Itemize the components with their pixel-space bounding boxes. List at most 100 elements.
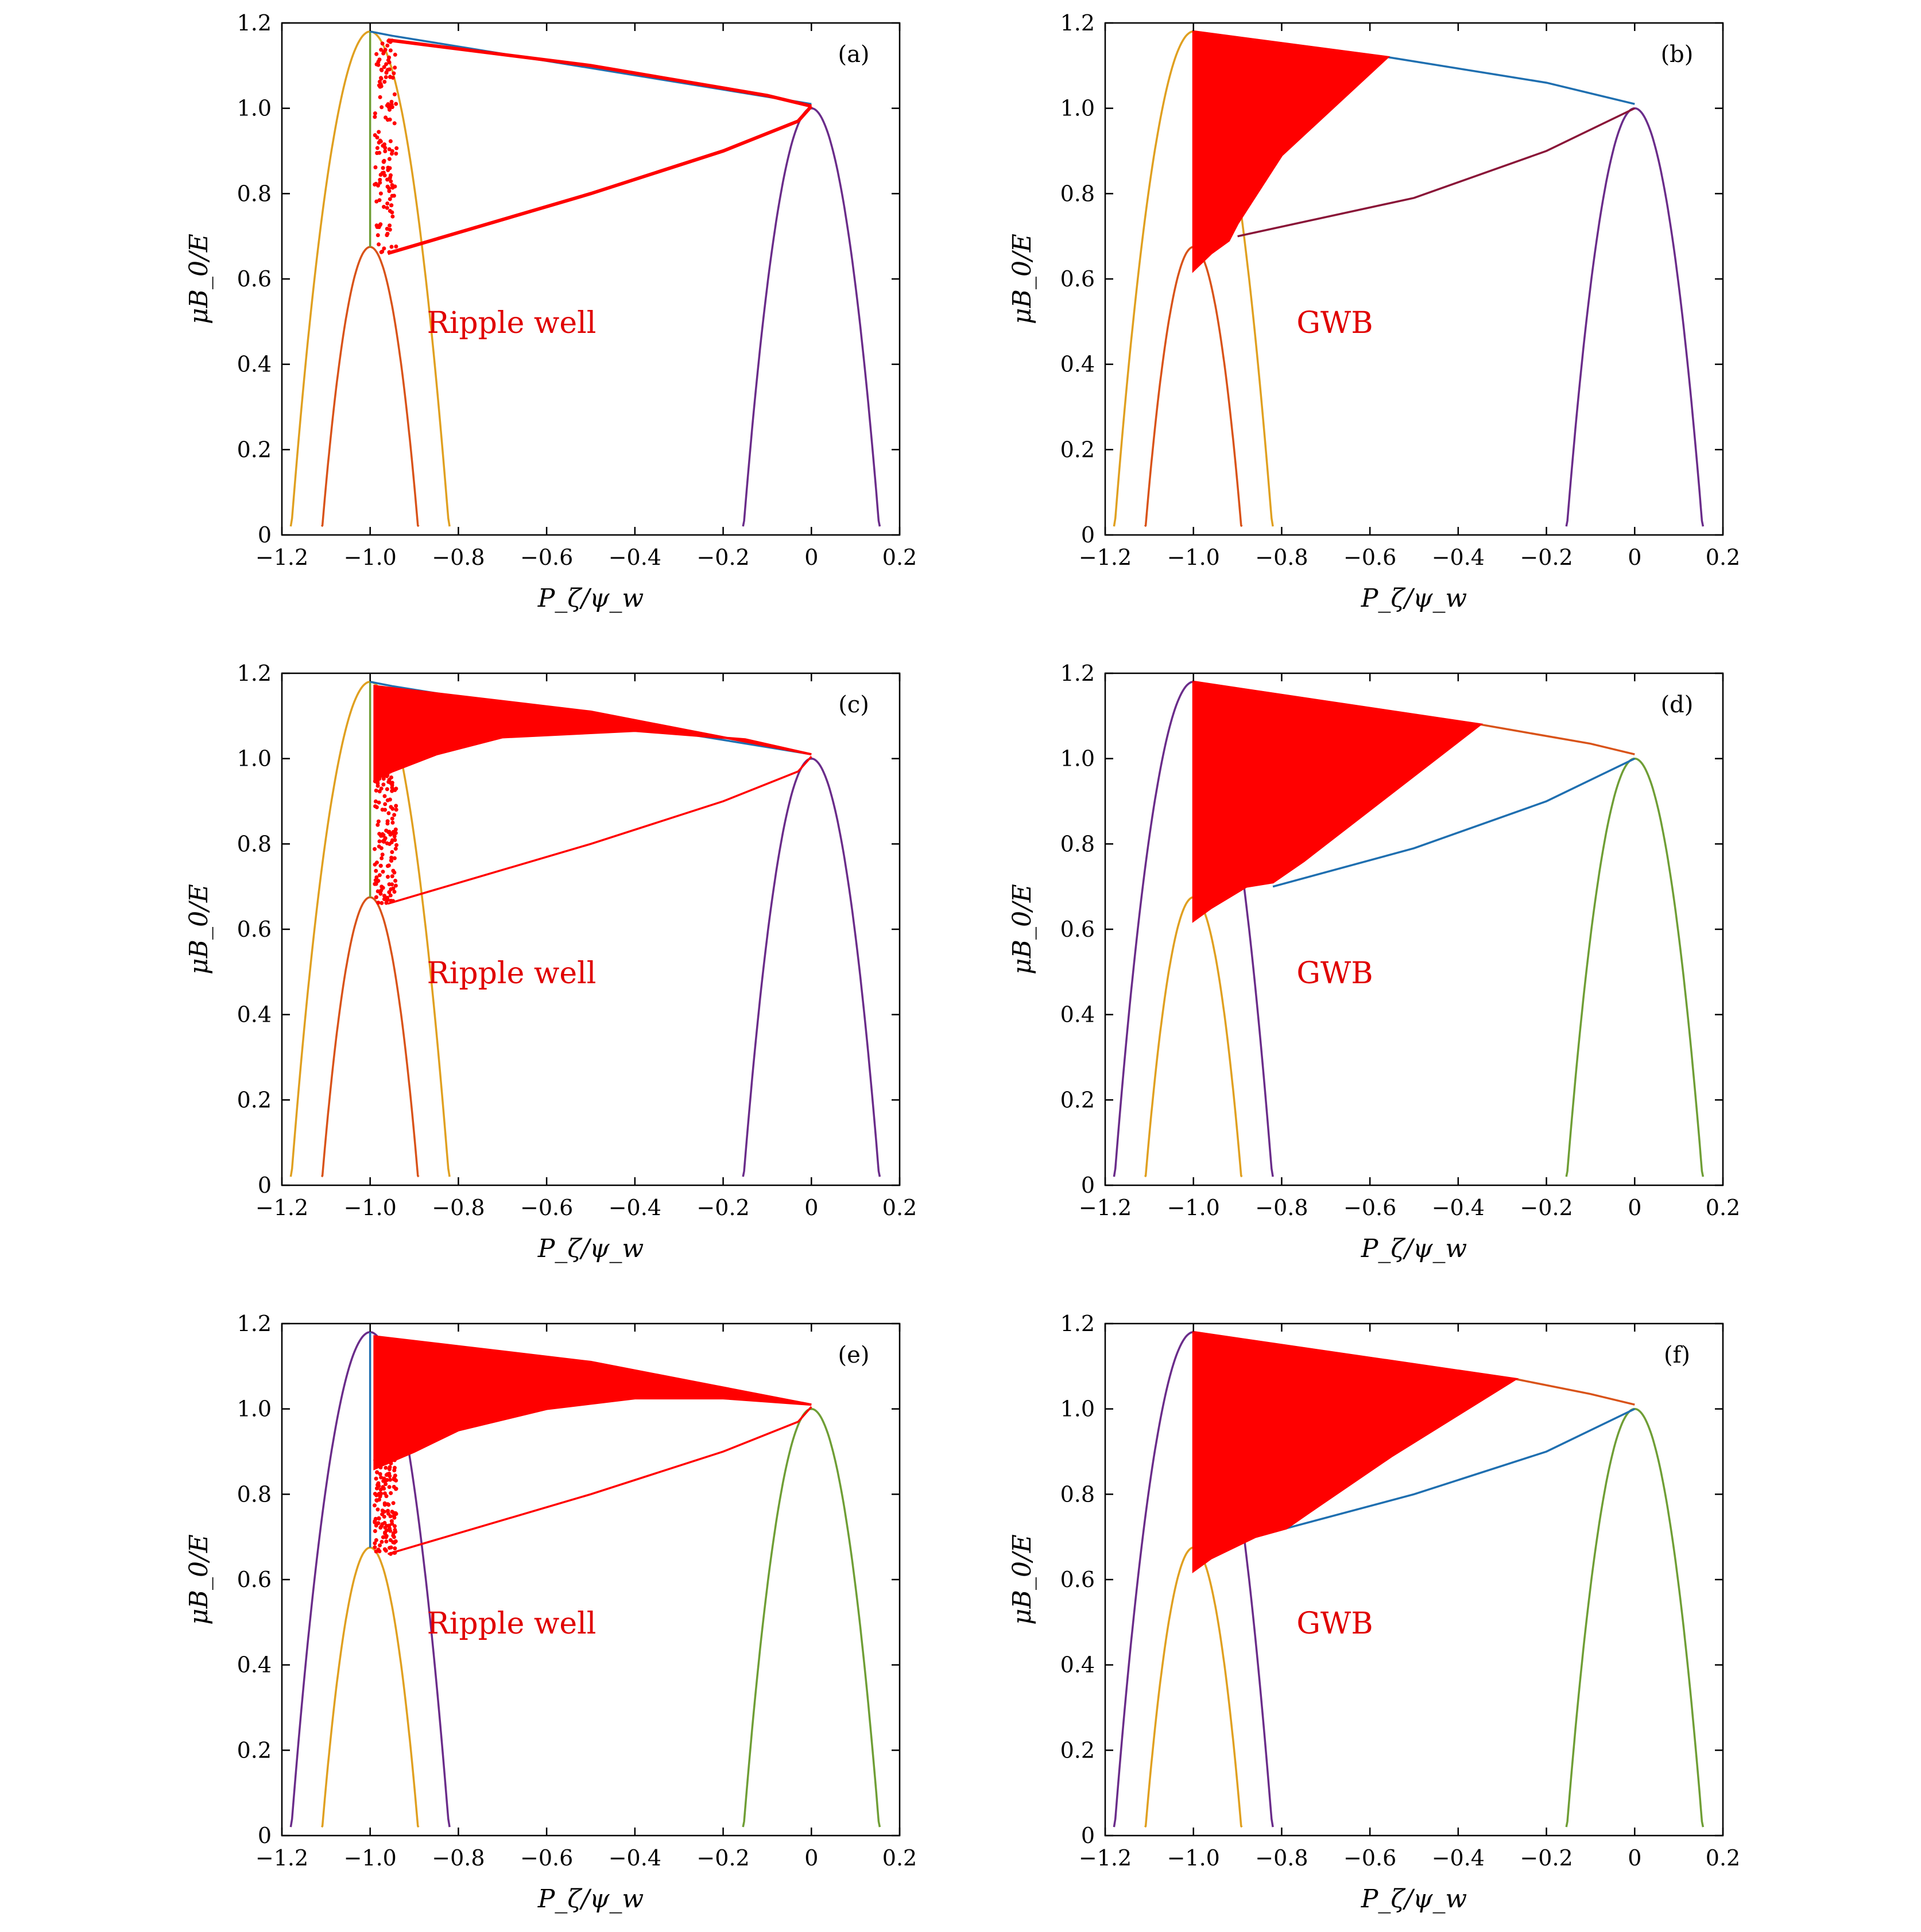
plot-area xyxy=(289,1331,881,1828)
scatter-point xyxy=(376,901,381,905)
scatter-point xyxy=(386,759,391,763)
scatter-point xyxy=(388,767,392,771)
scatter-point xyxy=(388,1526,392,1531)
scatter-point xyxy=(385,1502,390,1507)
scatter-point xyxy=(394,245,398,249)
scatter-point xyxy=(385,233,389,238)
x-tick-label: −0.4 xyxy=(609,545,661,570)
series-orange-parabola xyxy=(320,246,420,527)
series-red-scatter_band xyxy=(373,38,399,254)
scatter-point xyxy=(388,105,392,110)
scatter-point xyxy=(385,773,390,778)
y-tick-label: 0.8 xyxy=(1060,831,1095,856)
y-tick-label: 0.2 xyxy=(1060,1737,1095,1763)
x-tick-label: −0.8 xyxy=(1255,545,1308,570)
scatter-point xyxy=(377,839,382,844)
scatter-point xyxy=(375,1470,379,1475)
x-tick-label: −0.6 xyxy=(520,1195,573,1220)
scatter-point xyxy=(385,1478,389,1482)
scatter-point xyxy=(387,147,392,152)
x-tick-label: −0.4 xyxy=(1432,545,1485,570)
y-tick-label: 0.6 xyxy=(237,917,272,942)
x-axis-label: P_ζ/ψ_w xyxy=(1361,1884,1467,1914)
scatter-point xyxy=(378,891,383,896)
y-tick-label: 0.2 xyxy=(237,1737,272,1763)
scatter-point xyxy=(378,1543,382,1547)
y-tick-label: 1.0 xyxy=(237,1396,272,1422)
x-tick-label: 0.2 xyxy=(1706,1195,1740,1220)
scatter-point xyxy=(381,51,386,56)
series-red-filled xyxy=(373,685,812,782)
x-tick-label: 0.2 xyxy=(882,545,917,570)
panel-label: (b) xyxy=(1661,41,1694,68)
scatter-point xyxy=(377,225,381,230)
scatter-point xyxy=(379,1460,384,1465)
scatter-point xyxy=(382,65,386,69)
plot-area xyxy=(1113,680,1705,1178)
scatter-point xyxy=(374,805,379,809)
scatter-point xyxy=(382,774,386,779)
scatter-point xyxy=(385,184,390,189)
x-tick-label: −0.2 xyxy=(1520,545,1573,570)
scatter-point xyxy=(393,65,397,70)
scatter-point xyxy=(374,1538,378,1542)
scatter-point xyxy=(381,870,385,874)
scatter-point xyxy=(393,762,397,766)
scatter-point xyxy=(377,57,382,62)
x-axis-label: P_ζ/ψ_w xyxy=(537,1234,644,1263)
scatter-point xyxy=(378,139,383,143)
scatter-point xyxy=(383,48,388,52)
panel-label: (f) xyxy=(1664,1342,1690,1368)
scatter-point xyxy=(385,819,390,824)
scatter-point xyxy=(373,111,377,115)
scatter-point xyxy=(388,48,393,53)
series-blue-line xyxy=(1285,1408,1636,1530)
scatter-point xyxy=(378,1472,382,1476)
panel-e: −1.2 −1.0 −0.8 −0.6 −0.4 −0.2 0 0.2 0 0.2 0.4 0.6 0.… xyxy=(184,1311,917,1914)
x-tick-label: −0.8 xyxy=(432,545,485,570)
scatter-point xyxy=(382,246,386,251)
scatter-point xyxy=(374,759,379,763)
scatter-point xyxy=(374,788,378,793)
scatter-point xyxy=(373,1503,377,1508)
scatter-point xyxy=(390,781,394,785)
scatter-point xyxy=(378,191,383,196)
scatter-point xyxy=(386,165,390,170)
series-red-filled xyxy=(373,1335,812,1471)
region-annotation: Ripple well xyxy=(427,956,597,991)
y-tick-label: 1.2 xyxy=(237,661,272,686)
region-annotation: Ripple well xyxy=(427,306,597,340)
scatter-point xyxy=(377,844,381,849)
scatter-point xyxy=(386,1456,390,1460)
x-tick-label: 0 xyxy=(1628,1195,1641,1220)
scatter-point xyxy=(374,875,379,879)
region-annotation: GWB xyxy=(1296,306,1373,340)
plot-area xyxy=(289,30,881,527)
scatter-point xyxy=(386,875,390,879)
x-tick-label: 0.2 xyxy=(1706,545,1740,570)
y-tick-label: 0.2 xyxy=(237,437,272,462)
x-tick-label: −1.2 xyxy=(1079,1195,1132,1220)
scatter-point xyxy=(382,80,387,84)
series-red-filled xyxy=(1192,1330,1519,1574)
series-darkred-line xyxy=(1237,107,1636,238)
y-axis-label: μB_0/E xyxy=(184,234,214,324)
scatter-point xyxy=(392,1550,397,1555)
scatter-point xyxy=(384,1453,389,1457)
x-tick-label: −0.2 xyxy=(696,545,749,570)
scatter-point xyxy=(394,102,398,106)
x-tick-label: 0 xyxy=(1628,545,1641,570)
scatter-point xyxy=(374,1498,379,1503)
x-tick-label: −0.8 xyxy=(1255,1195,1308,1220)
scatter-point xyxy=(393,847,398,851)
scatter-point xyxy=(390,874,394,879)
scatter-point xyxy=(380,1512,385,1516)
scatter-point xyxy=(373,1541,377,1546)
scatter-point xyxy=(380,1508,385,1513)
scatter-point xyxy=(377,800,381,805)
y-tick-label: 0.8 xyxy=(1060,181,1095,206)
scatter-point xyxy=(376,1547,381,1552)
scatter-point xyxy=(391,1501,396,1506)
scatter-point xyxy=(376,879,381,883)
